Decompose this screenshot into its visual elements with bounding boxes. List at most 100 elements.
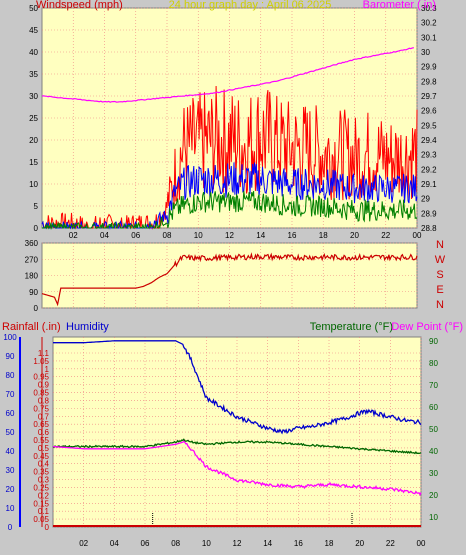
y-ticks-rainfall: 1.11.0510.950.90.850.80.750.70.650.60.55… bbox=[33, 349, 49, 532]
wind-mid-line bbox=[41, 162, 418, 230]
x-tick-label: 10 bbox=[194, 231, 203, 240]
compass-label: E bbox=[436, 284, 443, 296]
humidity-tick-label: 30 bbox=[6, 466, 15, 475]
humidity-tick-label: 10 bbox=[6, 504, 15, 513]
x-tick-label: 16 bbox=[294, 539, 303, 548]
compass-label: W bbox=[435, 254, 446, 266]
ylabel-humidity: Humidity bbox=[66, 321, 109, 333]
rain-tick-label: 1.1 bbox=[38, 349, 50, 358]
y2label-barometer: Barometer (.in) bbox=[363, 0, 436, 11]
y-tick-label: 30 bbox=[29, 92, 38, 101]
y2-tick-label: 29.1 bbox=[421, 180, 437, 189]
y-tick-label: 0 bbox=[34, 224, 39, 233]
y-tick-label: 180 bbox=[25, 272, 39, 281]
rain-tick-label: 0.95 bbox=[33, 373, 49, 382]
x-tick-label: 08 bbox=[163, 231, 172, 240]
rain-tick-label: 0.5 bbox=[38, 444, 50, 453]
x-tick-label: 12 bbox=[233, 539, 242, 548]
y2-tick-label: 29 bbox=[421, 195, 430, 204]
temp-tick-label: 10 bbox=[429, 513, 438, 522]
y2-tick-label: 29.5 bbox=[421, 121, 437, 130]
wind-low-line bbox=[41, 190, 418, 230]
x-tick-label: 10 bbox=[202, 539, 211, 548]
rain-tick-label: 0.8 bbox=[38, 396, 50, 405]
ylabel-rainfall: Rainfall (.in) bbox=[2, 321, 61, 333]
x-tick-label: 12 bbox=[225, 231, 234, 240]
rain-tick-label: 0.3 bbox=[38, 476, 50, 485]
rain-tick-label: 0.4 bbox=[38, 460, 50, 469]
y-tick-label: 20 bbox=[29, 136, 38, 145]
x-tick-label: 02 bbox=[79, 539, 88, 548]
y2-tick-label: 29.7 bbox=[421, 92, 437, 101]
rain-tick-label: 0.6 bbox=[38, 428, 50, 437]
humidity-tick-label: 80 bbox=[6, 371, 15, 380]
x-tick-label: 20 bbox=[350, 231, 359, 240]
temp-tick-label: 50 bbox=[429, 425, 438, 434]
x-tick-label: 18 bbox=[325, 539, 334, 548]
rain-tick-label: 0.05 bbox=[33, 515, 49, 524]
y-tick-label: 50 bbox=[29, 4, 38, 13]
y-tick-label: 10 bbox=[29, 180, 38, 189]
temp-tick-label: 60 bbox=[429, 403, 438, 412]
y2-tick-label: 29.8 bbox=[421, 77, 437, 86]
y2-tick-label: 30.3 bbox=[421, 4, 437, 13]
y2-ticks-temperature: 90 80 70 60 50 40 30 20 10 bbox=[429, 337, 438, 522]
y2-tick-label: 29.9 bbox=[421, 63, 437, 72]
x-tick-label: 00 bbox=[417, 539, 426, 548]
x-tick-label: 16 bbox=[288, 231, 297, 240]
rain-tick-label: 0.65 bbox=[33, 420, 49, 429]
humidity-tick-label: 60 bbox=[6, 409, 15, 418]
x-tick-label: 22 bbox=[386, 539, 395, 548]
x-tick-label: 08 bbox=[171, 539, 180, 548]
temp-tick-label: 70 bbox=[429, 381, 438, 390]
y-ticks-direction: 360 270 180 90 0 bbox=[25, 239, 39, 313]
y2label-temperature: Temperature (°F) bbox=[310, 321, 393, 333]
compass-label: N bbox=[436, 299, 444, 311]
y-tick-label: 15 bbox=[29, 158, 38, 167]
humidity-tick-label: 20 bbox=[6, 485, 15, 494]
barometer-line bbox=[41, 47, 415, 103]
x-ticks-humidity: 02 04 06 08 10 12 14 16 18 20 22 00 bbox=[79, 539, 426, 548]
y-tick-label: 360 bbox=[25, 239, 39, 248]
y2-tick-label: 30.1 bbox=[421, 33, 437, 42]
series-direction bbox=[41, 252, 418, 307]
chart-title: 24 hour graph day : April 06 2025 bbox=[169, 0, 332, 11]
dewpoint-line bbox=[52, 440, 422, 497]
y2label-dewpoint: Dew Point (°F) bbox=[391, 321, 463, 333]
y-tick-label: 0 bbox=[34, 304, 39, 313]
compass-label: N bbox=[436, 239, 444, 251]
rain-tick-label: 0.1 bbox=[38, 507, 50, 516]
temperature-line bbox=[52, 438, 422, 455]
temp-tick-label: 20 bbox=[429, 491, 438, 500]
y2-ticks-barometer: 30.3 30.2 30.1 30 29.9 29.8 29.7 29.6 29.5 29.4 29… bbox=[421, 4, 437, 233]
temp-tick-label: 80 bbox=[429, 359, 438, 368]
rain-tick-label: 0.25 bbox=[33, 483, 49, 492]
humidity-tick-label: 50 bbox=[6, 428, 15, 437]
rain-tick-label: 1 bbox=[45, 365, 50, 374]
y-tick-label: 90 bbox=[29, 288, 38, 297]
y-tick-label: 40 bbox=[29, 48, 38, 57]
series-windspeed bbox=[41, 47, 418, 230]
temp-tick-label: 40 bbox=[429, 447, 438, 456]
rain-tick-label: 0.2 bbox=[38, 491, 50, 500]
humidity-tick-label: 100 bbox=[3, 333, 17, 342]
y2-tick-label: 29.3 bbox=[421, 151, 437, 160]
rain-tick-label: 0.85 bbox=[33, 389, 49, 398]
humidity-tick-label: 40 bbox=[6, 447, 15, 456]
y-tick-label: 35 bbox=[29, 70, 38, 79]
temp-tick-label: 90 bbox=[429, 337, 438, 346]
humidity-tick-label: 90 bbox=[6, 352, 15, 361]
x-tick-label: 04 bbox=[110, 539, 119, 548]
humidity-tick-label: 0 bbox=[8, 523, 13, 532]
rain-tick-label: 0.55 bbox=[33, 436, 49, 445]
rain-tick-label: 0.15 bbox=[33, 499, 49, 508]
x-tick-label: 14 bbox=[256, 231, 265, 240]
y2-tick-label: 29.6 bbox=[421, 107, 437, 116]
y2-tick-label: 28.8 bbox=[421, 224, 437, 233]
x-tick-label: 00 bbox=[413, 231, 422, 240]
y-tick-label: 270 bbox=[25, 255, 39, 264]
ylabel-windspeed: Windspeed (mph) bbox=[36, 0, 123, 11]
